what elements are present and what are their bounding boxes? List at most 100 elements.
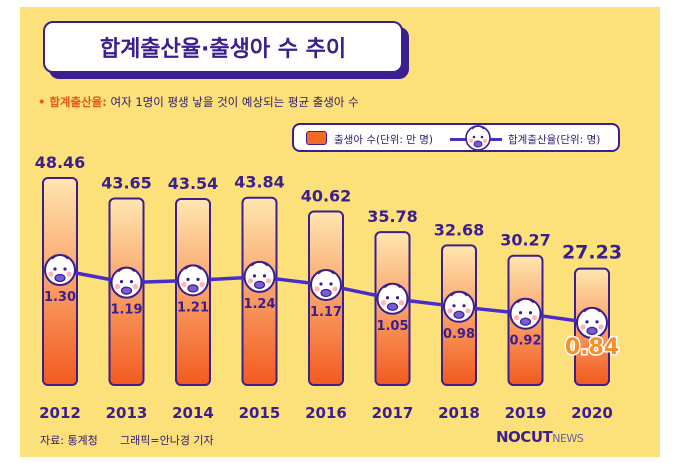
fertility-value-2015: 1.24 (243, 297, 275, 312)
x-tick-2018: 2018 (438, 404, 480, 422)
baby-cheek-icon (465, 308, 471, 314)
bar-value-2013: 43.65 (101, 174, 152, 193)
baby-marker-2012 (44, 254, 76, 286)
baby-marker-2013 (110, 266, 143, 299)
baby-eye-icon (595, 320, 599, 324)
bar-value-2018: 32.68 (434, 220, 485, 239)
baby-cheek-icon (513, 315, 520, 321)
fertility-value-2014: 1.21 (177, 300, 209, 315)
pacifier-icon (519, 317, 532, 326)
fertility-value-2018: 0.98 (443, 327, 475, 342)
baby-marker-2019 (509, 297, 542, 330)
pacifier-icon (320, 288, 332, 298)
page-title: 합계출산율·출생아 수 추이 (99, 37, 347, 62)
baby-eye-icon (196, 277, 200, 281)
baby-eye-icon (462, 304, 466, 308)
x-tick-2013: 2013 (106, 404, 148, 422)
pacifier-icon (453, 310, 465, 319)
bar-value-2020: 27.23 (562, 242, 622, 264)
x-tick-2015: 2015 (239, 404, 281, 422)
definition-note: • 합계출산율: 여자 1명이 평생 낳을 것이 예상되는 평균 출생아 수 (38, 94, 359, 110)
fertility-value-2019: 0.92 (509, 334, 541, 349)
x-tick-2014: 2014 (172, 404, 214, 422)
logo-sub: NEWS (552, 432, 584, 445)
x-tick-2017: 2017 (372, 404, 414, 422)
baby-cheek-icon (447, 308, 453, 314)
pacifier-icon (586, 326, 598, 335)
baby-cheek-icon (66, 271, 72, 277)
pacifier-icon (120, 286, 133, 295)
baby-cheek-icon (580, 324, 586, 330)
legend-births-label: 출생아 수(단위: 만 명) (334, 134, 434, 146)
baby-eye-icon (319, 282, 323, 286)
pacifier-icon (54, 273, 66, 283)
baby-cheek-icon (199, 281, 205, 287)
baby-hair-icon (317, 269, 335, 275)
graphic-credit: 그래픽=안나경 기자 (120, 434, 214, 447)
fertility-value-2016: 1.17 (310, 305, 342, 320)
fertility-value-2012: 1.30 (44, 290, 76, 305)
baby-cheek-icon (48, 271, 54, 277)
baby-eye-icon (53, 267, 57, 271)
baby-marker-2017 (376, 282, 409, 315)
baby-marker-2020 (576, 306, 608, 339)
baby-hair-icon (250, 261, 269, 267)
pacifier-icon (386, 302, 399, 311)
baby-cheek-icon (332, 286, 338, 292)
note-label: • 합계출산율: (38, 95, 107, 109)
baby-cheek-icon (132, 284, 139, 290)
baby-eye-icon (385, 296, 390, 300)
baby-cheek-icon (398, 300, 405, 306)
nocut-news-logo: NOCUTNEWS (496, 428, 584, 446)
x-tick-2019: 2019 (505, 404, 547, 422)
baby-cheek-icon (531, 315, 538, 321)
baby-hair-icon (583, 307, 601, 313)
baby-cheek-icon (598, 324, 604, 330)
baby-eye-icon (329, 282, 333, 286)
pacifier-icon (187, 284, 199, 293)
baby-hair-icon (184, 264, 202, 270)
baby-hair-icon (383, 283, 402, 289)
logo-main: NOCUT (496, 428, 553, 446)
baby-eye-icon (585, 320, 589, 324)
fertility-value-2017: 1.05 (376, 319, 408, 334)
note-text: 여자 1명이 평생 낳을 것이 예상되는 평균 출생아 수 (106, 95, 359, 109)
baby-marker-2014 (177, 264, 209, 297)
source-note: 자료: 통계청 (40, 434, 98, 447)
fertility-value-2020: 0.84 (565, 335, 619, 360)
x-tick-2016: 2016 (305, 404, 347, 422)
baby-eye-icon (528, 311, 533, 315)
legend-fertility-label: 합계출산율(단위: 명) (508, 134, 601, 146)
baby-cheek-icon (380, 300, 387, 306)
baby-eye-icon (452, 304, 456, 308)
baby-marker-2016 (310, 268, 342, 301)
baby-cheek-icon (314, 286, 320, 292)
legend-baby-icon (465, 125, 491, 151)
fertility-value-2013: 1.19 (110, 303, 142, 318)
title-box: 합계출산율·출생아 수 추이 (43, 21, 403, 73)
legend-bar-swatch (306, 131, 327, 145)
bar-value-2017: 35.78 (367, 207, 418, 226)
bar-value-2016: 40.62 (301, 186, 352, 205)
baby-marker-2015 (243, 260, 276, 293)
baby-eye-icon (119, 280, 124, 284)
legend: 출생아 수(단위: 만 명) 합계출산율(단위: 명) (292, 123, 620, 152)
baby-hair-icon (516, 297, 535, 304)
baby-cheek-icon (114, 284, 121, 290)
baby-cheek-icon (247, 278, 254, 284)
x-tick-2020: 2020 (571, 404, 613, 422)
baby-marker-2018 (443, 290, 475, 323)
baby-eye-icon (252, 274, 257, 278)
baby-cheek-icon (265, 278, 272, 284)
baby-eye-icon (395, 296, 400, 300)
baby-hair-icon (450, 291, 468, 297)
pacifier-icon (253, 280, 266, 289)
baby-cheek-icon (181, 281, 187, 287)
baby-eye-icon (262, 274, 267, 278)
bar-value-2015: 43.84 (234, 173, 285, 192)
baby-hair-icon (117, 266, 136, 273)
bar-value-2019: 30.27 (500, 231, 551, 250)
bar-value-2012: 48.46 (35, 153, 86, 172)
